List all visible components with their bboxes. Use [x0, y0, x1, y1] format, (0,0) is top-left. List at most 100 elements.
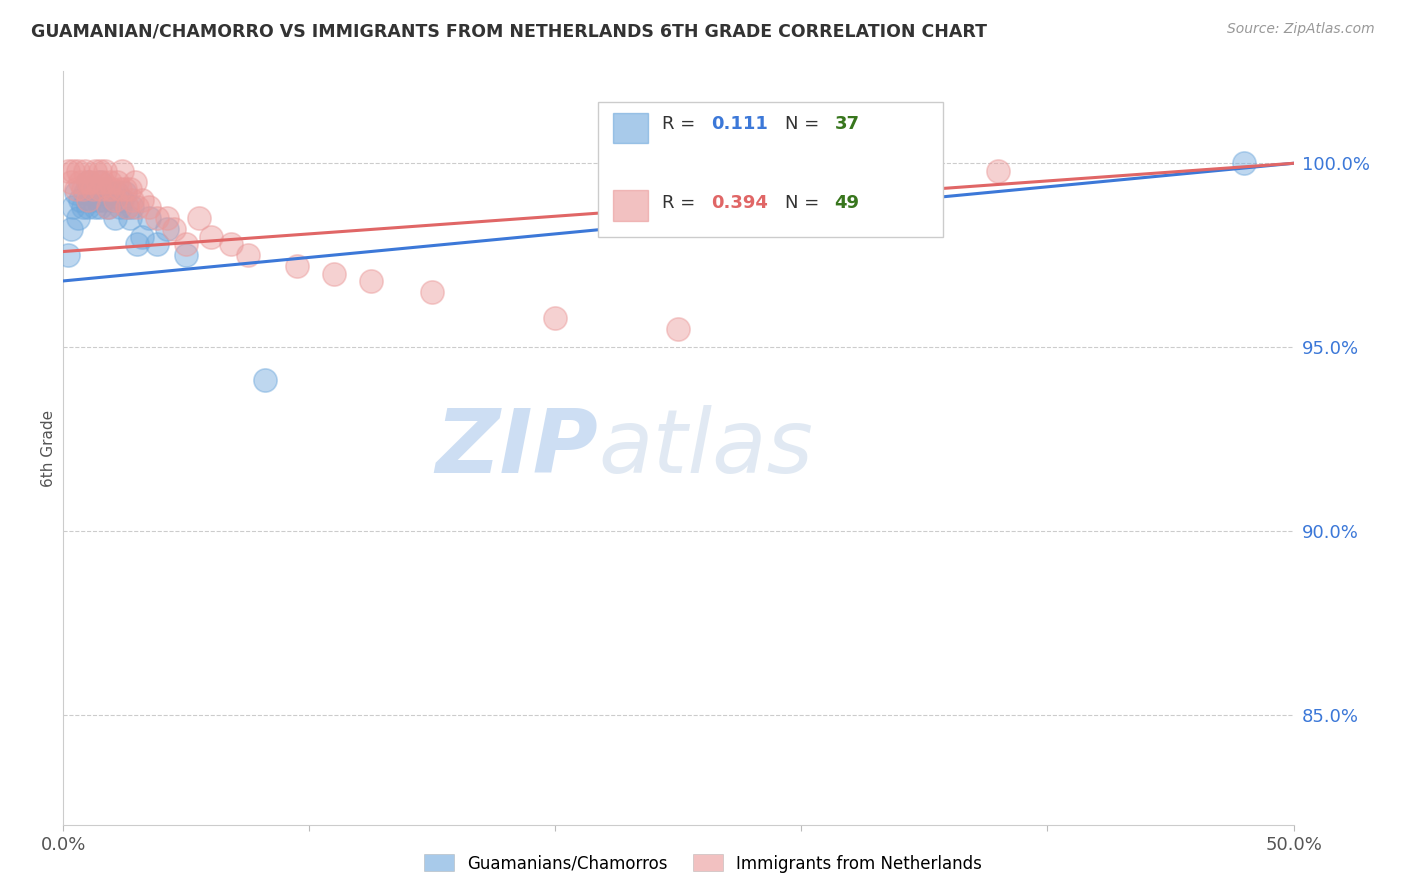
FancyBboxPatch shape: [599, 102, 943, 237]
Point: [96, 201, 118, 215]
Point: [101, 182, 124, 196]
Point: [69, 175, 91, 189]
Point: [76, 175, 98, 189]
Text: R =: R =: [662, 115, 702, 133]
Point: [127, 201, 148, 215]
Point: [84, 163, 107, 178]
Point: [67, 211, 90, 226]
Point: [174, 248, 197, 262]
Text: Source: ZipAtlas.com: Source: ZipAtlas.com: [1227, 22, 1375, 37]
Point: [118, 211, 141, 226]
Point: [91, 193, 114, 207]
Point: [544, 310, 567, 325]
Point: [76, 175, 98, 189]
Text: R =: R =: [662, 194, 702, 212]
Point: [124, 175, 146, 189]
Text: N =: N =: [786, 115, 825, 133]
Point: [121, 193, 143, 207]
Point: [76, 201, 98, 215]
Point: [87, 193, 110, 207]
Point: [131, 229, 153, 244]
Point: [108, 201, 131, 215]
Text: 37: 37: [835, 115, 859, 133]
Point: [146, 237, 169, 252]
Point: [65, 186, 87, 200]
Point: [138, 201, 160, 215]
Point: [89, 175, 111, 189]
Point: [131, 193, 153, 207]
Point: [108, 182, 131, 196]
Point: [104, 211, 127, 226]
Text: N =: N =: [786, 194, 825, 212]
Point: [96, 201, 118, 215]
Point: [114, 182, 136, 196]
Point: [82, 186, 104, 200]
Point: [82, 182, 104, 196]
Point: [56, 163, 79, 178]
Point: [98, 175, 121, 189]
Point: [285, 259, 308, 273]
Point: [1233, 156, 1256, 170]
Point: [59, 175, 82, 189]
Point: [79, 193, 101, 207]
Point: [114, 186, 136, 200]
Point: [87, 175, 110, 189]
Point: [75, 163, 97, 178]
Point: [111, 193, 134, 207]
Point: [65, 182, 87, 196]
Point: [187, 211, 209, 226]
Point: [72, 182, 94, 196]
Y-axis label: 6th Grade: 6th Grade: [41, 409, 56, 487]
Point: [96, 182, 118, 196]
Point: [94, 163, 117, 178]
FancyBboxPatch shape: [613, 191, 648, 220]
Point: [115, 201, 138, 215]
Point: [79, 175, 101, 189]
Point: [323, 267, 346, 281]
Point: [89, 182, 111, 196]
Point: [987, 163, 1010, 178]
Point: [118, 182, 141, 196]
Point: [67, 163, 90, 178]
Point: [236, 248, 259, 262]
Point: [138, 211, 160, 226]
Point: [56, 248, 79, 262]
Point: [69, 193, 91, 207]
Point: [104, 193, 127, 207]
Point: [253, 373, 276, 387]
Point: [155, 211, 177, 226]
Point: [115, 201, 138, 215]
Point: [84, 201, 107, 215]
Text: GUAMANIAN/CHAMORRO VS IMMIGRANTS FROM NETHERLANDS 6TH GRADE CORRELATION CHART: GUAMANIAN/CHAMORRO VS IMMIGRANTS FROM NE…: [31, 22, 987, 40]
Point: [72, 201, 94, 215]
Point: [98, 186, 121, 200]
Point: [94, 186, 117, 200]
Text: ZIP: ZIP: [436, 405, 599, 491]
Point: [200, 229, 222, 244]
Point: [89, 163, 111, 178]
Point: [62, 163, 84, 178]
Point: [62, 201, 84, 215]
Point: [666, 322, 689, 336]
Point: [107, 175, 129, 189]
Point: [121, 201, 143, 215]
Text: 0.111: 0.111: [711, 115, 769, 133]
FancyBboxPatch shape: [613, 112, 648, 143]
Point: [75, 186, 97, 200]
Point: [91, 175, 114, 189]
Point: [422, 285, 444, 299]
Point: [107, 186, 129, 200]
Point: [111, 163, 134, 178]
Point: [163, 222, 186, 236]
Point: [89, 201, 111, 215]
Point: [360, 274, 382, 288]
Point: [155, 222, 177, 236]
Point: [76, 193, 98, 207]
Point: [219, 237, 242, 252]
Text: 0.394: 0.394: [711, 194, 769, 212]
Point: [174, 237, 197, 252]
Point: [127, 237, 148, 252]
Point: [146, 211, 169, 226]
Text: atlas: atlas: [599, 405, 813, 491]
Point: [59, 222, 82, 236]
